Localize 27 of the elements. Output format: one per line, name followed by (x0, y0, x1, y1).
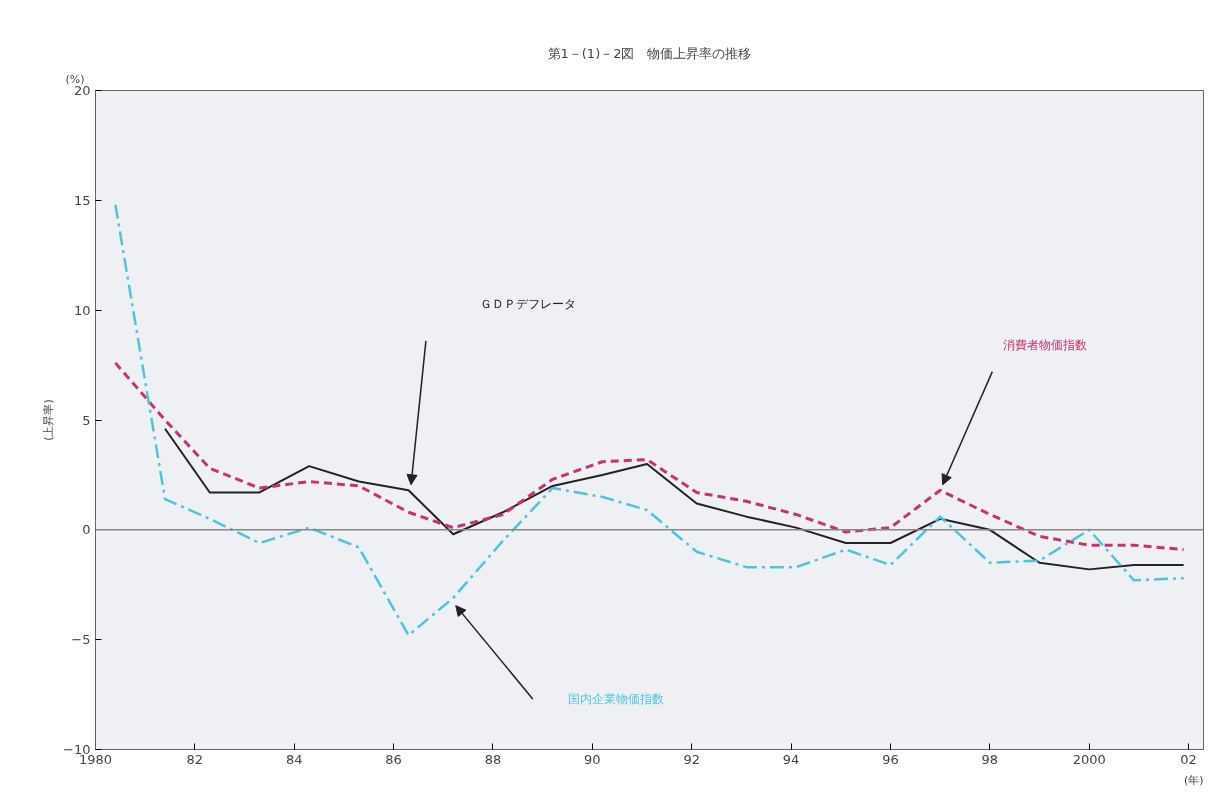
x-tick-label: 02 (1180, 751, 1197, 767)
y-tick-label: 0 (82, 522, 91, 538)
y-axis-title: (上昇率) (42, 399, 56, 441)
line-series (113, 361, 1186, 552)
x-tick-label: 82 (186, 751, 204, 767)
chart-title: 第1－(1)－2図 物価上昇率の推移 (547, 45, 752, 61)
x-tick-label: 2000 (1072, 751, 1106, 767)
x-axis-title: (年) (1183, 773, 1204, 787)
y-tick-label: −5 (71, 632, 91, 648)
text: 国内企業物価指数 (567, 691, 664, 706)
x-tick-label: 88 (484, 751, 502, 767)
x-tick-label: 94 (782, 751, 800, 767)
y-tick-label: 15 (73, 192, 91, 208)
text: ＧＤＰデフレータ (479, 296, 576, 311)
y-tick-label: 5 (82, 412, 91, 428)
text: (%) (65, 72, 85, 86)
line-series (164, 427, 1185, 571)
x-tick-label: 90 (584, 751, 601, 767)
y-tick-label: 20 (73, 83, 91, 98)
y-tick-label: 10 (73, 302, 91, 318)
x-tick-label: 84 (285, 751, 303, 767)
x-tick-label: 98 (981, 751, 999, 767)
x-tick-label: 86 (385, 751, 402, 767)
x-tick-label: 92 (683, 751, 701, 767)
text: 消費者物価指数 (1002, 338, 1087, 353)
x-tick-label: 96 (882, 751, 899, 767)
line-series (114, 203, 1185, 637)
